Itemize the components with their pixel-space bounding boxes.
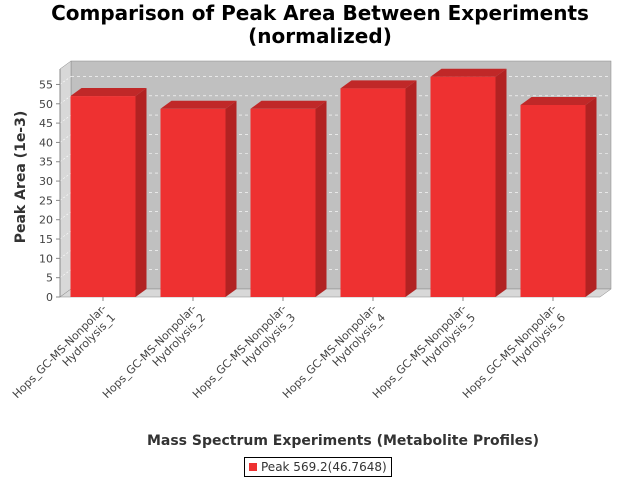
legend-swatch: [249, 463, 257, 471]
bars: [70, 68, 597, 298]
bar-side: [405, 80, 417, 297]
bar-top: [430, 68, 507, 77]
bar-side: [225, 100, 237, 297]
chart-title-line-1: Comparison of Peak Area Between Experime…: [51, 1, 589, 25]
bar-side: [585, 96, 597, 297]
bar-front: [340, 88, 406, 297]
y-tick-label: 55: [39, 78, 53, 91]
bar-top: [70, 88, 147, 97]
bar-front: [70, 96, 136, 298]
bar-front: [430, 76, 496, 297]
bar: [340, 80, 417, 297]
bar-side: [315, 100, 327, 297]
x-tick-label: Hops_GC-MS-Nonpolar-: [190, 302, 289, 401]
bar-top: [340, 80, 417, 89]
x-tick-label: Hops_GC-MS-Nonpolar-: [370, 302, 469, 401]
bar-top: [160, 100, 237, 109]
y-tick-label: 35: [39, 156, 53, 169]
y-tick-label: 10: [39, 252, 53, 265]
x-tick-label: Hops_GC-MS-Nonpolar-: [10, 302, 109, 401]
bar: [70, 88, 147, 298]
bar-top: [520, 96, 597, 105]
y-tick-label: 20: [39, 214, 53, 227]
chart-title: Comparison of Peak Area Between Experime…: [0, 2, 640, 48]
y-tick-label: 0: [46, 291, 53, 304]
x-axis: Hops_GC-MS-Nonpolar-Hydrolysis_1Hops_GC-…: [10, 297, 568, 401]
x-axis-label: Mass Spectrum Experiments (Metabolite Pr…: [147, 433, 539, 449]
bar-top: [250, 100, 327, 109]
bar-side: [135, 88, 147, 298]
legend-label: Peak 569.2(46.7648): [261, 460, 387, 474]
y-tick-label: 15: [39, 233, 53, 246]
x-tick-label: Hops_GC-MS-Nonpolar-: [460, 302, 559, 401]
legend: Peak 569.2(46.7648): [244, 457, 392, 477]
y-axis-label: Peak Area (1e-3): [13, 111, 29, 244]
bar: [520, 96, 597, 297]
y-axis: 0 5 10 15 20 25 30 35 40 45 50 55: [39, 69, 61, 304]
bar-front: [250, 108, 316, 297]
y-tick-label: 25: [39, 194, 53, 207]
bar: [430, 68, 507, 297]
bar-side: [495, 68, 507, 297]
y-tick-label: 5: [46, 272, 53, 285]
bar-front: [160, 108, 226, 297]
bar-front: [520, 104, 586, 297]
x-tick-label: Hops_GC-MS-Nonpolar-: [100, 302, 199, 401]
y-tick-label: 50: [39, 98, 53, 111]
y-tick-label: 30: [39, 175, 53, 188]
bar: [250, 100, 327, 297]
y-tick-label: 40: [39, 136, 53, 149]
chart-title-line-2: (normalized): [248, 24, 392, 48]
plot-side-wall: [59, 60, 72, 298]
y-tick-label: 45: [39, 117, 53, 130]
x-tick-label: Hops_GC-MS-Nonpolar-: [280, 302, 379, 401]
bar: [160, 100, 237, 297]
